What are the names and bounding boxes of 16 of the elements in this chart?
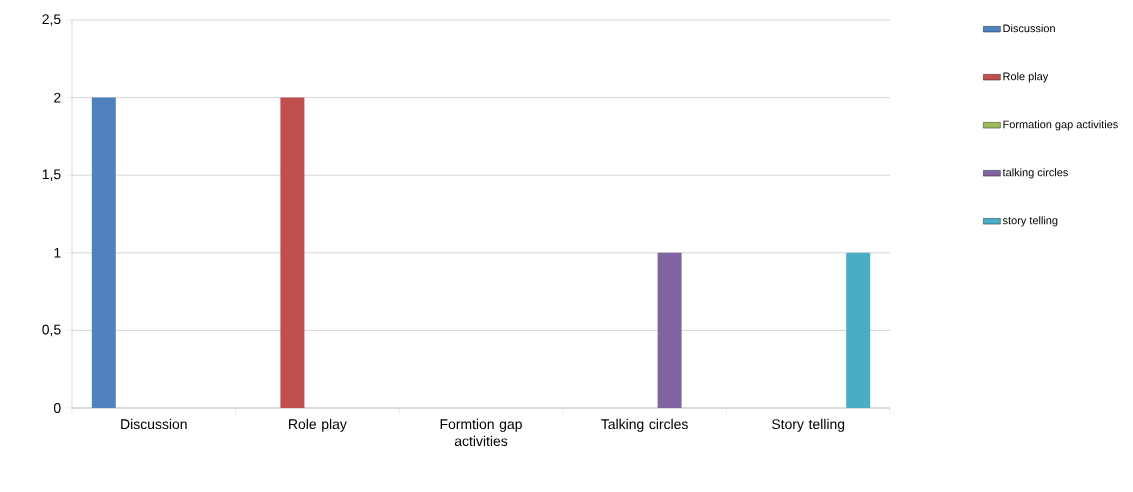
- y-tick-label: 2: [54, 92, 61, 103]
- y-tick-label: 0,5: [42, 324, 61, 337]
- legend-label: Discussion: [1003, 24, 1055, 33]
- x-tick-label: Formtion gap activities: [440, 418, 522, 447]
- y-tick-label: 1,5: [42, 169, 61, 181]
- x-tick-label: Story telling: [772, 418, 845, 432]
- x-tick-label: Talking circles: [601, 418, 688, 432]
- legend-label: talking circles: [1002, 168, 1068, 179]
- x-tick-label: Discussion: [121, 418, 187, 430]
- y-tick-label: 0: [53, 403, 61, 413]
- x-tick-label: Role play: [289, 418, 347, 432]
- y-tick-label: 1: [54, 248, 61, 258]
- legend-label: Role play: [1003, 72, 1049, 83]
- legend-label: story telling: [1002, 216, 1058, 227]
- y-tick-label: 2,5: [42, 14, 61, 26]
- legend-label: Formation gap activities: [1003, 120, 1118, 131]
